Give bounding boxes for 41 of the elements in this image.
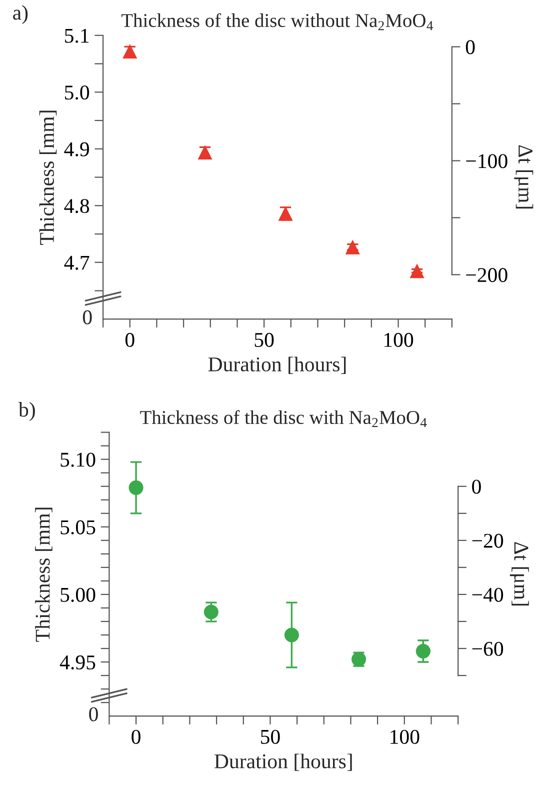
text: 0 <box>82 310 92 324</box>
text: b) <box>18 402 35 421</box>
y-axis-title: Thickness [mm] <box>35 508 52 642</box>
text: 0 <box>89 707 98 722</box>
y-tick-label: 4.95 <box>60 655 96 670</box>
y-tick-label: 4.9 <box>64 142 89 156</box>
point <box>204 604 218 620</box>
y-tick-label: 4.8 <box>64 198 90 214</box>
y-axis-title: Thickness [mm] <box>39 110 57 245</box>
point <box>284 628 299 642</box>
chart-title: Thickness of the disc with Na$_{2}$MoO$_{4}$ <box>140 410 427 428</box>
point <box>416 644 430 658</box>
x-tick-label: 100 <box>390 730 420 744</box>
x-tick-label: 50 <box>254 332 274 347</box>
y2-tick-label: −100 <box>466 154 508 168</box>
y-tick-label: 4.7 <box>64 256 90 270</box>
y2-axis-title: Δt [μm] <box>514 145 534 209</box>
x-tick-label: 100 <box>384 332 414 347</box>
y2-tick-label: −60 <box>472 642 504 656</box>
y2-tick-label: −40 <box>472 588 504 602</box>
y-tick-label: 5.1 <box>65 28 89 43</box>
x-tick-label: 0 <box>132 730 140 744</box>
x-axis-title: Duration [hours] <box>214 754 352 771</box>
y2-tick-label: 0 <box>466 40 475 54</box>
y-tick-label: 5.10 <box>60 452 96 467</box>
x-tick-label: 0 <box>125 332 134 347</box>
y-tick-label: 5.00 <box>60 588 96 602</box>
y2-tick-label: 0 <box>472 480 481 494</box>
point <box>345 240 360 254</box>
y2-axis-title: Δt [μm] <box>510 542 529 606</box>
y-tick-label: 5.05 <box>60 520 96 534</box>
y-tick-label: 5.0 <box>65 85 90 100</box>
point <box>128 480 144 495</box>
x-tick-label: 50 <box>261 730 280 744</box>
y2-tick-label: −20 <box>472 534 504 548</box>
chart-title: Thickness of the disc without Na$_{2}$MoO$_{4}$ <box>122 13 434 30</box>
text: a) <box>13 5 28 24</box>
x-axis-title: Duration [hours] <box>208 356 346 374</box>
point <box>410 264 424 278</box>
y2-tick-label: −200 <box>466 268 508 282</box>
point <box>198 144 212 160</box>
